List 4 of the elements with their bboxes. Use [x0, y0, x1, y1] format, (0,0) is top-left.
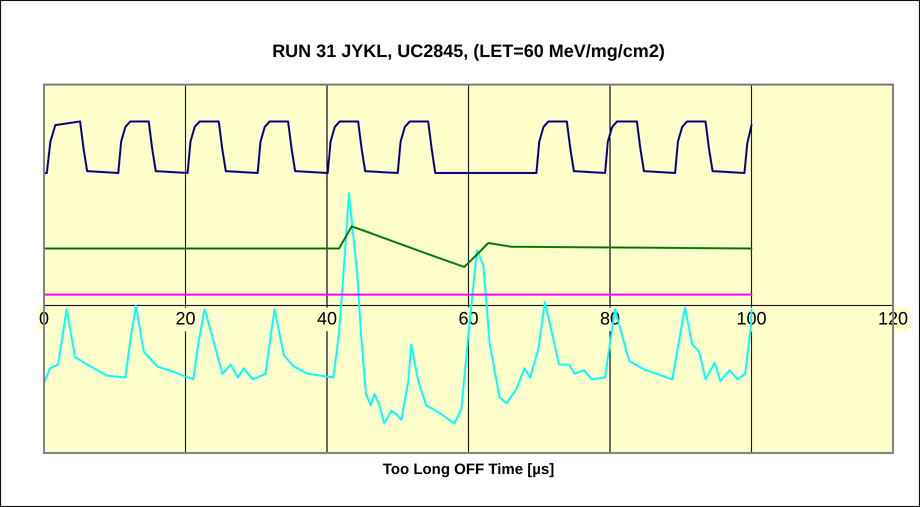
x-axis-title: Too Long OFF Time [µs] — [382, 461, 554, 478]
chart-title: RUN 31 JYKL, UC2845, (LET=60 MeV/mg/cm2) — [272, 40, 665, 61]
x-tick-label: 40 — [316, 308, 338, 328]
x-tick-label: 20 — [175, 308, 196, 328]
